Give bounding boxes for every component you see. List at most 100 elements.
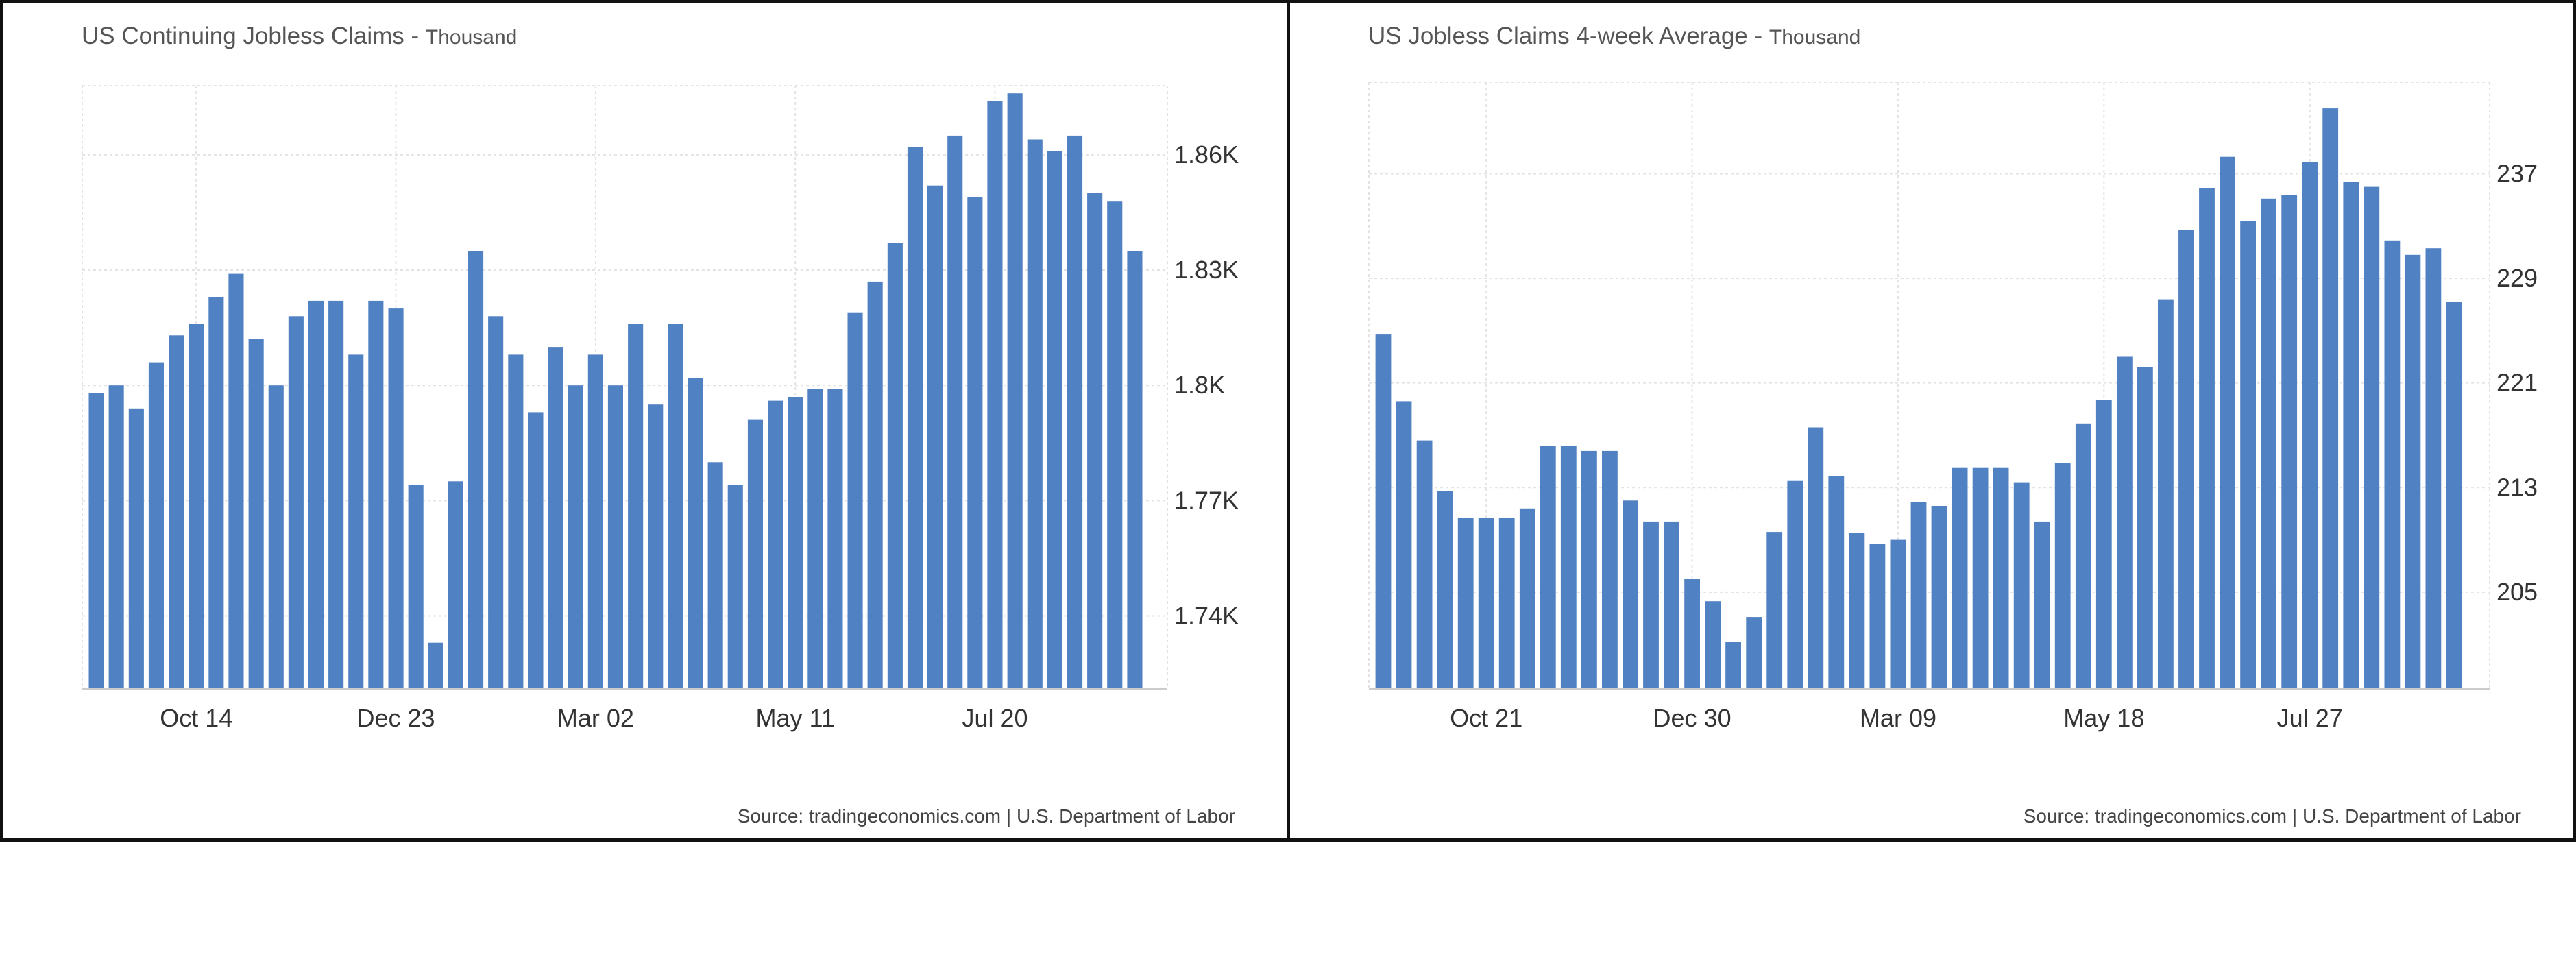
bar: [807, 389, 823, 689]
bar: [548, 347, 563, 689]
bar: [947, 135, 963, 689]
x-tick-label: May 18: [2063, 704, 2144, 732]
y-tick-label: 1.8K: [1174, 371, 1225, 399]
bar: [208, 297, 224, 689]
continuing-claims-panel: US Continuing Jobless Claims - Thousand …: [0, 0, 1290, 842]
chart-unit: Thousand: [1769, 26, 1861, 49]
bar: [268, 385, 284, 689]
bar: [1396, 401, 1412, 689]
bar: [128, 408, 144, 689]
y-tick-label: 1.77K: [1174, 486, 1239, 514]
y-tick-label: 205: [2496, 578, 2538, 606]
bar: [2240, 221, 2256, 689]
bar: [108, 385, 124, 689]
bar: [1643, 521, 1659, 689]
x-tick-label: Oct 14: [160, 704, 232, 732]
bar: [488, 316, 504, 689]
chart-unit: Thousand: [425, 26, 518, 49]
source-note: Source: tradingeconomics.com | U.S. Depa…: [737, 805, 1235, 827]
bar: [1952, 467, 1968, 689]
bar: [1787, 480, 1803, 689]
bar: [2117, 356, 2133, 689]
source-note: Source: tradingeconomics.com | U.S. Depa…: [2023, 805, 2521, 827]
continuing-claims-chart: 1.74K 1.77K 1.8K 1.83K 1.86K Oct 14 Dec 23 Mar …: [82, 85, 1239, 732]
bar: [967, 197, 983, 689]
bar: [508, 354, 524, 689]
bar: [2013, 482, 2030, 689]
bar: [2384, 240, 2401, 689]
bar: [1127, 251, 1143, 689]
bar: [2261, 198, 2276, 689]
four-week-average-panel: US Jobless Claims 4-week Average - Thous…: [1287, 0, 2576, 842]
bar: [1540, 446, 1556, 689]
bar: [587, 354, 603, 689]
bar: [1087, 193, 1103, 689]
bar: [1869, 544, 1886, 689]
bar: [768, 400, 783, 689]
bar: [648, 404, 664, 689]
bar: [328, 300, 344, 689]
bar: [668, 324, 683, 689]
bar: [927, 185, 943, 689]
y-tick-label: 237: [2496, 160, 2538, 188]
y-tick-label: 1.74K: [1174, 602, 1239, 630]
bar: [428, 642, 443, 689]
x-tick-label: Mar 09: [1860, 704, 1936, 732]
bar: [169, 335, 184, 689]
bar: [1725, 642, 1741, 689]
bar: [2158, 299, 2174, 690]
bar: [1993, 467, 2009, 689]
bar: [1027, 139, 1043, 689]
bar: [847, 312, 863, 689]
four-week-average-chart: 205 213 221 229 237 Oct 21 Dec 30 Mar 09 May 18 J…: [1368, 82, 2538, 732]
bar: [628, 324, 644, 689]
bar: [2446, 302, 2462, 689]
bar: [2220, 156, 2235, 689]
chart-title: US Jobless Claims 4-week Average - Thous…: [1368, 23, 1861, 49]
bar: [1602, 450, 1618, 689]
y-tick-label: 1.83K: [1174, 256, 1239, 284]
bar: [1375, 334, 1392, 690]
bar: [2425, 248, 2442, 689]
bar: [987, 101, 1003, 689]
x-tick-label: Oct 21: [1450, 704, 1522, 732]
bar: [2302, 162, 2318, 690]
bar: [1047, 151, 1062, 690]
x-tick-label: Jul 20: [962, 704, 1028, 732]
bar: [348, 354, 364, 689]
bar: [2322, 108, 2339, 690]
bar: [727, 485, 743, 689]
bar: [2364, 186, 2380, 690]
bar: [1623, 500, 1638, 689]
bar: [1705, 601, 1721, 689]
bar: [248, 339, 264, 689]
bar: [2034, 521, 2050, 689]
bar: [827, 389, 843, 689]
bar: [1581, 450, 1597, 689]
x-tick-label: May 11: [755, 704, 834, 732]
bar: [1107, 201, 1123, 689]
bar: [308, 300, 324, 689]
bar: [1416, 440, 1433, 689]
bar: [228, 273, 244, 690]
bar: [408, 485, 424, 689]
bar: [1437, 491, 1453, 689]
bar: [747, 419, 763, 689]
bar: [2075, 423, 2091, 689]
bar: [1849, 533, 1865, 689]
bar: [1457, 518, 1474, 689]
bar: [2281, 195, 2298, 689]
x-tick-label: Jul 27: [2277, 704, 2343, 732]
bar: [1067, 135, 1083, 689]
bar: [468, 251, 484, 689]
bar: [2095, 400, 2112, 689]
bar: [1972, 467, 1989, 689]
x-tick-label: Dec 30: [1653, 704, 1731, 732]
bar: [867, 281, 883, 689]
bar: [1931, 506, 1947, 689]
bar: [1766, 532, 1783, 689]
x-tick-label: Dec 23: [357, 704, 435, 732]
y-tick-label: 229: [2496, 264, 2538, 292]
bar: [1664, 521, 1679, 689]
bar: [288, 316, 304, 689]
